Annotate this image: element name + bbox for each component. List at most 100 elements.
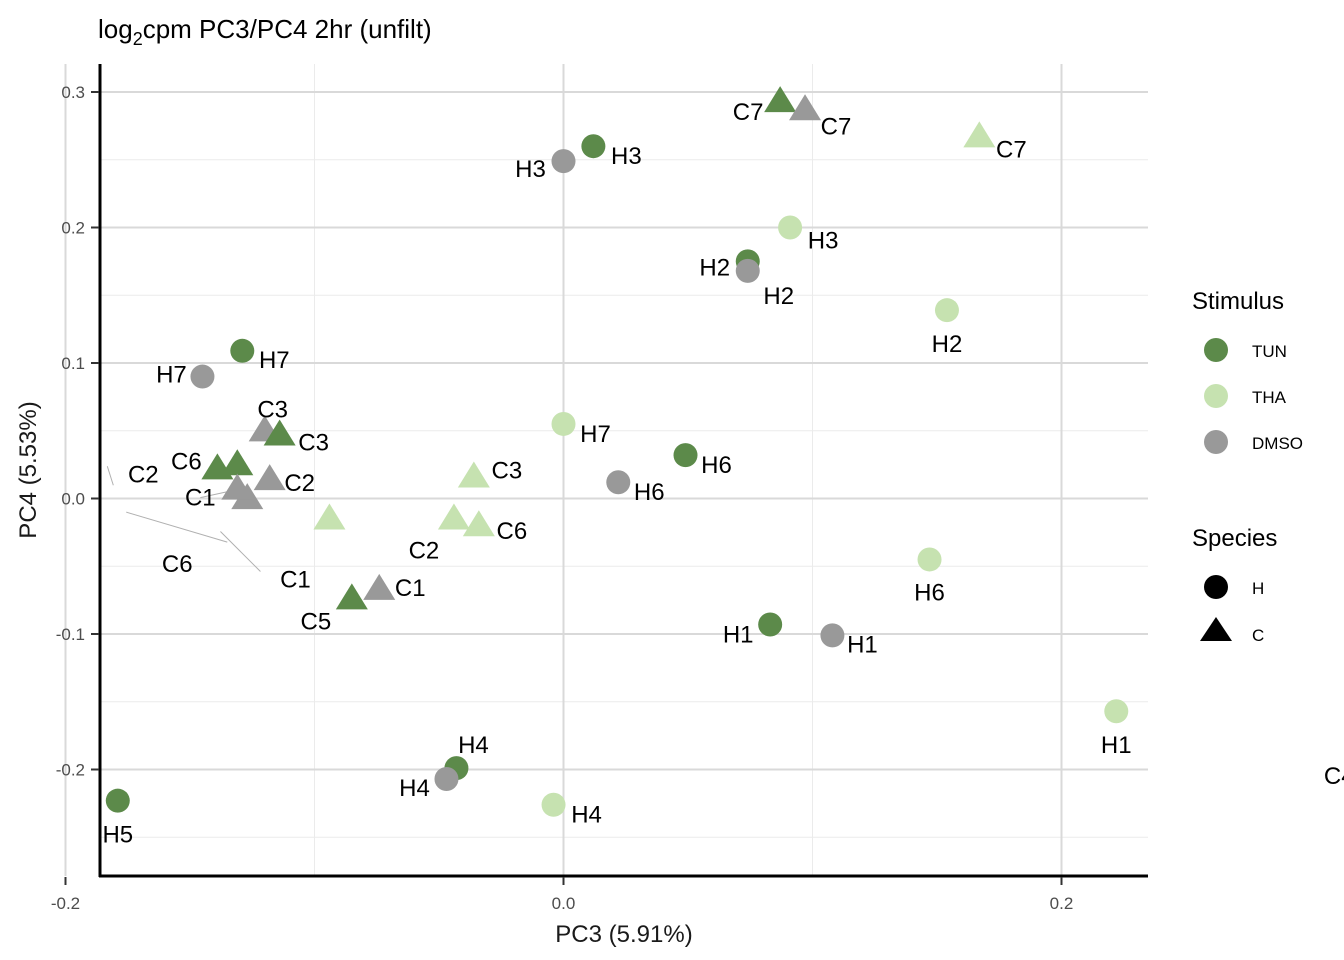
data-points — [105, 86, 1129, 817]
point-h3-tun — [581, 134, 606, 159]
point-label-h2: H2 — [699, 254, 730, 281]
point-label-h4: H4 — [571, 802, 602, 829]
legend-tha-label: THA — [1252, 388, 1287, 407]
point-label-c2: C2 — [409, 537, 440, 564]
point-h1-tha — [1104, 699, 1129, 724]
legend-tha-swatch — [1204, 384, 1228, 408]
point-label-h1: H1 — [723, 622, 754, 649]
x-tick-label: 0.2 — [1050, 894, 1074, 913]
legend-triangle-shape — [1200, 617, 1232, 641]
point-label-c1: C1 — [185, 485, 216, 512]
point-c2-tha — [437, 503, 470, 530]
point-label-c7: C7 — [996, 136, 1027, 163]
y-tick-label: 0.1 — [61, 354, 85, 373]
point-c7-tha — [963, 121, 996, 148]
point-label-h3: H3 — [515, 156, 546, 183]
point-c7-tun — [764, 86, 797, 113]
point-label-c3: C3 — [492, 457, 523, 484]
point-label-h1: H1 — [1101, 732, 1132, 759]
label-leader-line — [126, 511, 228, 543]
point-c1-dmso — [221, 473, 254, 500]
point-c3-tun — [263, 419, 296, 446]
point-label-c5: C5 — [301, 608, 332, 635]
point-label-h5: H5 — [102, 822, 133, 849]
legend-tun-label: TUN — [1252, 342, 1287, 361]
legend-c-label: C — [1252, 626, 1264, 645]
label-leader-line — [106, 466, 114, 486]
label-leader-line — [220, 531, 261, 572]
point-label-h4: H4 — [458, 732, 489, 759]
legend-dmso-label: DMSO — [1252, 434, 1303, 453]
point-label-c6: C6 — [496, 518, 527, 545]
major-gridlines — [64, 64, 1148, 876]
y-tick-label: -0.2 — [56, 761, 85, 780]
point-h6-tha — [917, 547, 942, 572]
point-h7-tun — [230, 338, 255, 363]
point-h2-tha — [934, 298, 959, 323]
point-label-c7: C7 — [733, 99, 764, 126]
point-label-h6: H6 — [701, 452, 732, 479]
point-label-c4: C4 — [1324, 763, 1344, 790]
point-h4-dmso — [434, 766, 459, 791]
point-h1-tun — [758, 612, 783, 637]
point-label-h6: H6 — [634, 479, 665, 506]
point-c6-tha — [462, 510, 495, 537]
minor-gridlines — [100, 64, 1148, 876]
point-label-c3: C3 — [298, 429, 329, 456]
point-label-c2: C2 — [284, 470, 315, 497]
point-label-h6: H6 — [914, 579, 945, 606]
point-h2-dmso — [735, 258, 760, 283]
point-c3-tha — [457, 461, 490, 488]
point-label-c3: C3 — [257, 396, 288, 423]
point-h7-tha — [551, 411, 576, 436]
y-tick-label: 0.0 — [61, 490, 85, 509]
label-leader-lines — [106, 466, 261, 572]
legend-species: Species H C — [1192, 525, 1277, 645]
point-h3-dmso — [551, 149, 576, 174]
point-label-h7: H7 — [259, 347, 290, 374]
x-tick-label: 0.0 — [552, 894, 576, 913]
legend-circle-shape — [1204, 575, 1228, 599]
data-point-labels: C7 C7 C7 H3 H3 H3 H2 H2 H2 H7 H7 H7 H6 H6 H6 C3 C3 C3 C6 C6… — [102, 99, 1344, 849]
point-label-h4: H4 — [399, 775, 430, 802]
point-h5-tun — [105, 788, 130, 813]
legend-species-title: Species — [1192, 525, 1277, 552]
point-h6-tun — [673, 443, 698, 468]
y-tick-label: 0.2 — [61, 219, 85, 238]
point-label-c1: C1 — [395, 575, 426, 602]
chart-title: log2cpm PC3/PC4 2hr (unfilt) — [98, 14, 432, 49]
point-h4-tha — [541, 792, 566, 817]
point-h6-dmso — [606, 470, 631, 495]
point-label-h7: H7 — [156, 362, 187, 389]
point-c7-dmso — [789, 94, 822, 121]
x-tick-label: -0.2 — [51, 894, 80, 913]
y-axis-ticks: -0.2 -0.1 0.0 0.1 0.2 0.3 — [56, 83, 99, 780]
legend-tun-swatch — [1204, 338, 1228, 362]
point-h7-dmso — [190, 364, 215, 389]
point-label-h2: H2 — [932, 331, 963, 358]
point-c1-tha — [313, 503, 346, 530]
legend-h-label: H — [1252, 579, 1264, 598]
x-axis-ticks: -0.20.00.20.4 — [51, 877, 1074, 913]
y-tick-label: -0.1 — [56, 625, 85, 644]
point-c2-dmso — [253, 464, 286, 491]
legend-dmso-swatch — [1204, 430, 1228, 454]
legend-stimulus-title: Stimulus — [1192, 288, 1284, 315]
x-axis-title: PC3 (5.91%) — [555, 921, 692, 948]
point-c5-tun — [335, 583, 368, 610]
point-label-c1: C1 — [280, 566, 311, 593]
point-label-c7: C7 — [821, 113, 852, 140]
legend-stimulus: Stimulus TUN THA DMSO — [1192, 288, 1303, 454]
point-label-c6: C6 — [162, 551, 193, 578]
y-axis-title: PC4 (5.53%) — [15, 401, 42, 538]
point-h1-dmso — [820, 623, 845, 648]
point-label-h3: H3 — [611, 143, 642, 170]
point-label-c6: C6 — [171, 448, 202, 475]
point-label-h3: H3 — [808, 228, 839, 255]
point-label-h1: H1 — [847, 631, 878, 658]
point-c2-tun — [221, 449, 254, 476]
point-label-h7: H7 — [580, 421, 611, 448]
y-tick-label: 0.3 — [61, 83, 85, 102]
point-h3-tha — [778, 215, 803, 240]
